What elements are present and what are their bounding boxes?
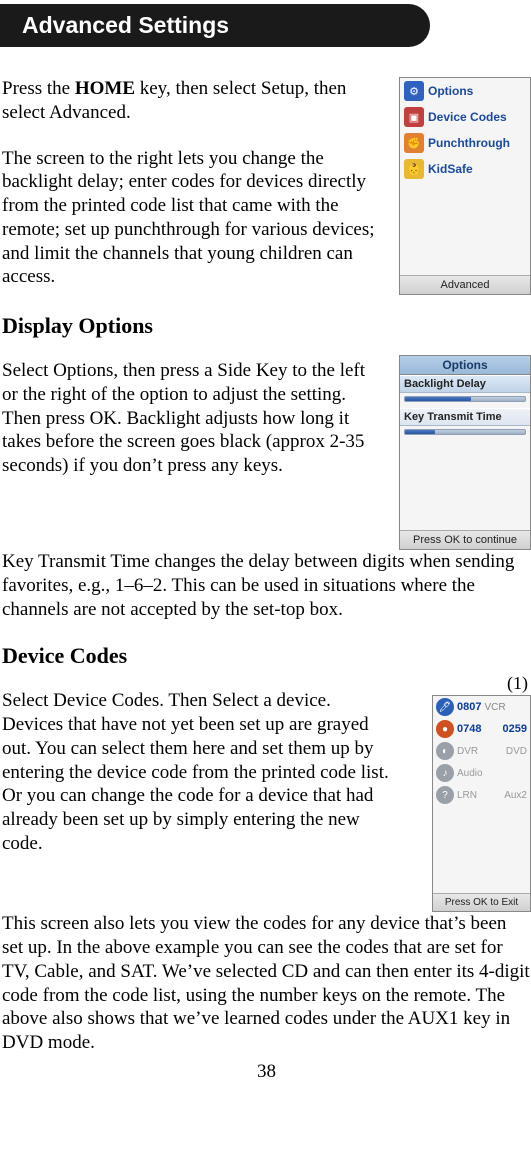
device-label: VCR — [484, 702, 505, 713]
ss2-row-backlight: Backlight Delay — [400, 375, 530, 393]
ss1-menu-item: ✊ Punchthrough — [400, 130, 530, 156]
device-para-2: This screen also lets you view the codes… — [2, 912, 531, 1055]
ss1-menu-item: ⚙ Options — [400, 78, 530, 104]
display-para-1: Select Options, then press a Side Key to… — [2, 359, 384, 478]
ss2-slider-1 — [404, 396, 526, 402]
device-label: Audio — [457, 768, 483, 779]
ss1-menu-item: 👶 KidSafe — [400, 156, 530, 182]
page-number: 38 — [2, 1061, 531, 1083]
ss1-menu-item: ▣ Device Codes — [400, 104, 530, 130]
ss2-row-keytransmit: Key Transmit Time — [400, 408, 530, 426]
device-label: LRN — [457, 790, 477, 801]
device-para-1: Select Device Codes. Then Select a devic… — [2, 689, 390, 855]
device-extra: DVD — [506, 746, 527, 757]
device-extra: 0259 — [503, 723, 527, 735]
device-label: DVR — [457, 746, 478, 757]
ss2-header: Options — [400, 356, 530, 375]
menu-label: Punchthrough — [428, 136, 510, 150]
menu-icon: ▣ — [404, 107, 424, 127]
menu-icon: ✊ — [404, 133, 424, 153]
device-code-row: ?LRN Aux2 — [433, 784, 530, 806]
device-icon: ● — [436, 720, 454, 738]
device-icon: ♪ — [436, 764, 454, 782]
figure-number-1: (1) — [507, 673, 528, 694]
menu-label: Device Codes — [428, 110, 507, 124]
device-icon: 🖊 — [436, 698, 454, 716]
menu-label: KidSafe — [428, 162, 473, 176]
ss2-footer: Press OK to continue — [400, 530, 530, 549]
device-code-row: ♪Audio — [433, 762, 530, 784]
device-icon: ◐ — [436, 742, 454, 760]
device-icon: ? — [436, 786, 454, 804]
ss1-footer: Advanced — [400, 275, 530, 294]
intro-para-1: Press the HOME key, then select Setup, t… — [2, 77, 392, 125]
ss2-slider-2 — [404, 429, 526, 435]
device-extra: Aux2 — [504, 790, 527, 801]
device-code-row: ◐DVR DVD — [433, 740, 530, 762]
screenshot-device-codes: 🖊0807VCR ●0748 0259 ◐DVR DVD ♪Audio?LRN Aux2 P… — [432, 695, 531, 912]
menu-icon: ⚙ — [404, 81, 424, 101]
device-code: 0748 — [457, 723, 481, 735]
device-code: 0807 — [457, 701, 481, 713]
section-header-pill: Advanced Settings — [0, 4, 430, 47]
ss3-footer: Press OK to Exit — [433, 893, 530, 911]
screenshot-options: Options Backlight Delay Key Transmit Tim… — [399, 355, 531, 550]
menu-label: Options — [428, 84, 473, 98]
device-code-row: 🖊0807VCR — [433, 696, 530, 718]
heading-device-codes: Device Codes — [2, 643, 531, 669]
intro-para-2: The screen to the right lets you change … — [2, 147, 390, 290]
screenshot-advanced-menu: ⚙ Options ▣ Device Codes ✊ Punchthrough 👶 KidSa… — [399, 77, 531, 295]
heading-display-options: Display Options — [2, 313, 531, 339]
device-code-row: ●0748 0259 — [433, 718, 530, 740]
display-para-2: Key Transmit Time changes the delay betw… — [2, 550, 531, 621]
menu-icon: 👶 — [404, 159, 424, 179]
